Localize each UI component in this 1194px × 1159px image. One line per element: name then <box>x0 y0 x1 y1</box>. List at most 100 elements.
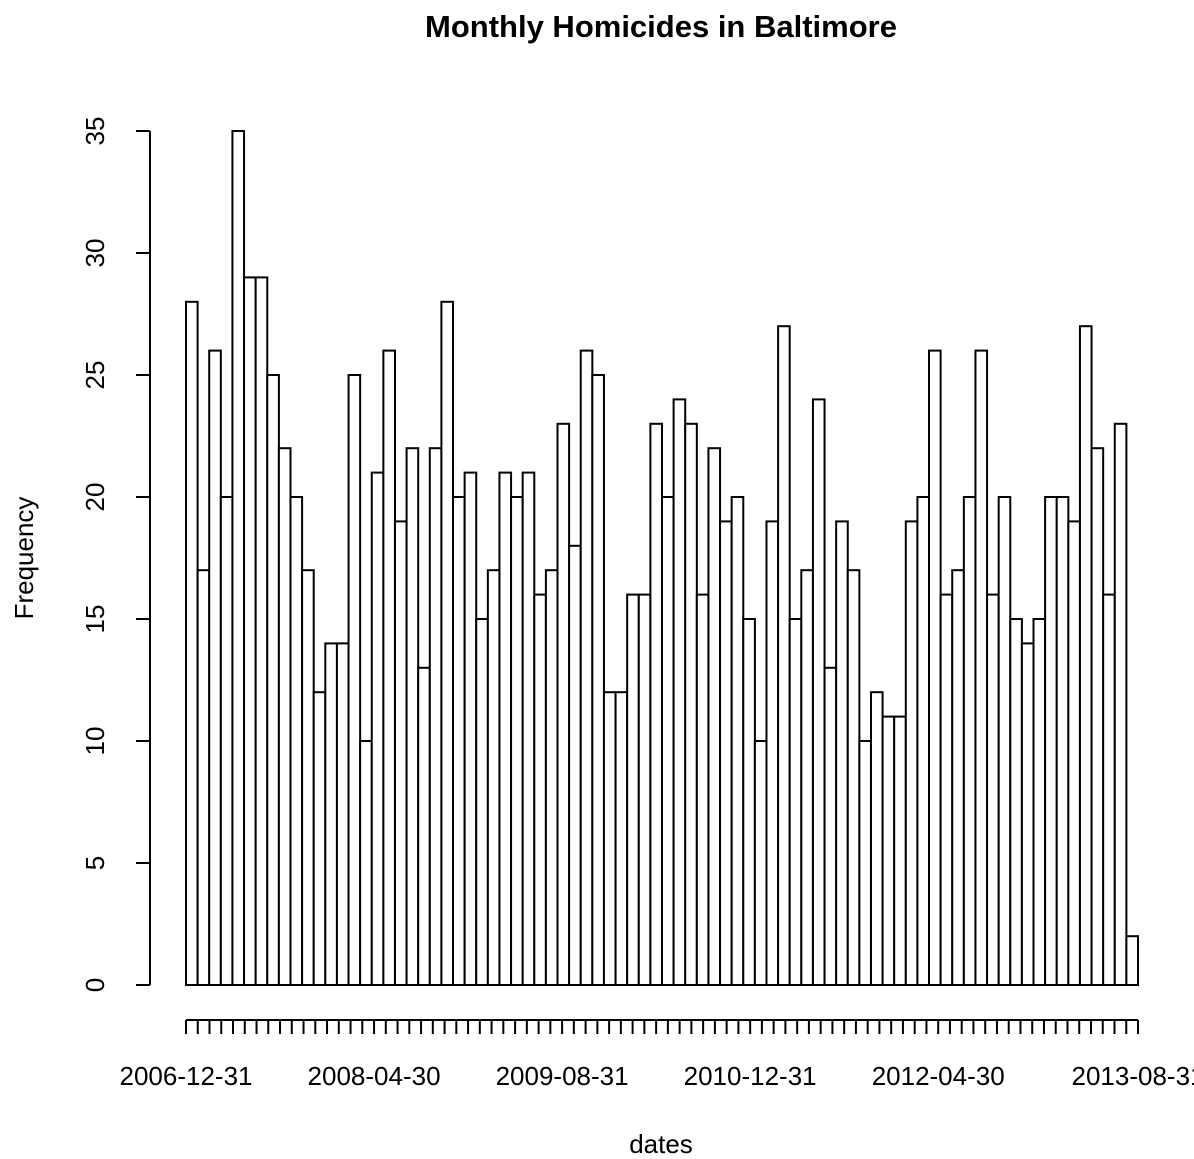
bar <box>196 569 211 986</box>
bar <box>428 447 443 986</box>
bar <box>440 300 455 986</box>
bar <box>1044 496 1058 986</box>
bar <box>1090 447 1105 986</box>
bar <box>637 593 652 986</box>
bar <box>1102 593 1116 986</box>
bar <box>916 496 931 986</box>
bar <box>823 666 838 986</box>
bar <box>475 618 489 986</box>
bar <box>800 569 814 986</box>
bar <box>962 496 977 986</box>
y-tick-label: 15 <box>80 605 110 634</box>
bar <box>579 349 594 987</box>
bar <box>672 398 687 986</box>
bar <box>591 374 605 986</box>
bar <box>1067 520 1081 987</box>
x-tick-label: 2010-12-31 <box>684 1061 817 1091</box>
bar <box>649 422 664 986</box>
bar <box>359 740 373 986</box>
bar <box>254 276 269 986</box>
x-axis: 2006-12-31 2008-04-30 2009-08-31 2010-12-31… <box>120 1019 1194 1091</box>
bar <box>835 520 849 987</box>
bars <box>185 130 1140 987</box>
y-tick-label: 25 <box>80 361 110 390</box>
bar <box>1032 618 1047 986</box>
bar <box>312 691 327 986</box>
bar <box>928 349 942 987</box>
bar <box>753 740 768 986</box>
bar <box>939 593 954 986</box>
bar <box>521 471 536 987</box>
bar <box>231 130 246 986</box>
bar <box>417 666 431 986</box>
bar <box>544 569 559 986</box>
x-tick-label: 2012-04-30 <box>872 1061 1005 1091</box>
bar <box>846 569 861 986</box>
bar <box>707 447 722 986</box>
bar <box>277 447 292 986</box>
bar <box>347 374 362 986</box>
y-tick-label: 35 <box>80 117 110 146</box>
bar <box>765 520 780 987</box>
bar <box>556 422 571 986</box>
y-tick-label: 10 <box>80 727 110 756</box>
bar <box>742 618 756 986</box>
bar <box>208 349 222 987</box>
bar <box>811 398 826 986</box>
bar <box>486 569 501 986</box>
bar <box>904 520 919 987</box>
bar <box>858 740 872 986</box>
bar <box>788 618 803 986</box>
bar <box>869 691 884 986</box>
bar <box>568 544 582 986</box>
bar <box>185 300 199 986</box>
bar <box>452 496 466 986</box>
y-axis-title: Frequency <box>9 497 39 620</box>
bar <box>881 715 896 986</box>
y-tick-label: 0 <box>80 978 110 992</box>
bar <box>974 349 989 987</box>
bar <box>893 715 907 986</box>
bar <box>719 520 733 987</box>
bar <box>614 691 629 986</box>
chart-title: Monthly Homicides in Baltimore <box>425 9 897 44</box>
bar <box>1113 422 1128 986</box>
bar <box>243 276 257 986</box>
bar <box>324 642 338 987</box>
x-axis-title: dates <box>629 1129 693 1159</box>
y-axis: 0 5 10 15 20 25 30 35 <box>80 117 151 992</box>
bar <box>335 642 350 987</box>
bar <box>405 447 420 986</box>
bar <box>684 422 698 986</box>
x-tick-label: 2006-12-31 <box>120 1061 253 1091</box>
bar <box>730 496 745 986</box>
bar <box>463 471 478 987</box>
bar <box>626 593 640 986</box>
bar <box>533 593 547 986</box>
bar <box>266 374 280 986</box>
bar <box>602 691 617 986</box>
bar <box>1078 325 1093 986</box>
bar <box>301 569 315 986</box>
bar <box>393 520 408 987</box>
bar <box>951 569 965 986</box>
bar <box>695 593 710 986</box>
bar <box>1125 935 1140 987</box>
bar <box>510 496 524 986</box>
bar <box>1055 496 1070 986</box>
x-tick-label: 2013-08-31 <box>1072 1061 1194 1091</box>
y-tick-label: 30 <box>80 239 110 268</box>
bar <box>1020 642 1035 987</box>
bar <box>219 496 234 986</box>
bar <box>986 593 1000 986</box>
x-tick-label: 2009-08-31 <box>496 1061 629 1091</box>
bar <box>997 496 1012 986</box>
bar <box>1009 618 1023 986</box>
y-tick-label: 5 <box>80 856 110 870</box>
bar <box>289 496 304 986</box>
bar <box>661 496 675 986</box>
y-tick-label: 20 <box>80 483 110 512</box>
bar <box>370 471 385 987</box>
bar <box>382 349 396 987</box>
